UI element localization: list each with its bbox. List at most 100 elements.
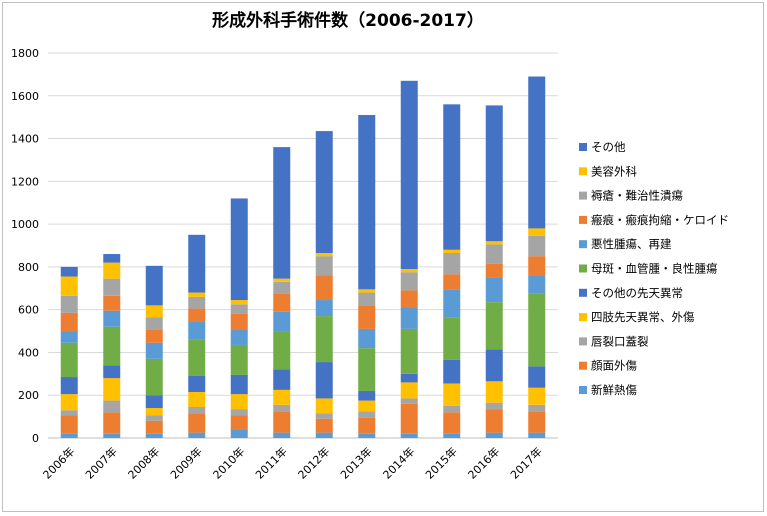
bar-segment (443, 383, 461, 406)
bar-segment (400, 403, 418, 434)
bar-segment (273, 411, 291, 433)
y-axis: 0 200 400 600 800 1000 1200 1400 1600 1800 (11, 47, 39, 445)
y-tick-label: 600 (18, 304, 39, 317)
bar-segment (315, 275, 333, 301)
bar-segment (400, 272, 418, 291)
bar-segment (230, 429, 248, 438)
bar-segment (315, 432, 333, 438)
bar-segment (60, 312, 78, 332)
bar-segment (145, 395, 163, 409)
bar-segment (273, 389, 291, 405)
bar-segment (315, 418, 333, 433)
x-tick-label: 2017年 (507, 444, 544, 481)
bar-segment (400, 433, 418, 438)
bar-segment (60, 410, 78, 416)
legend-label: 美容外科 (591, 164, 637, 178)
legend-swatch (579, 264, 587, 273)
bar-segment (528, 256, 546, 276)
bar-segment (485, 402, 503, 410)
legend-item: 悪性腫瘍、再建 (579, 237, 672, 251)
bar-segment (443, 317, 461, 360)
bar-segment (358, 289, 376, 293)
y-tick-label: 1600 (11, 90, 39, 103)
y-tick-label: 400 (18, 346, 39, 359)
bar-segment (188, 432, 206, 438)
bar-segment (188, 339, 206, 376)
bar-segment (273, 311, 291, 332)
bar-segment (60, 342, 78, 378)
legend-item: 唇裂口蓋裂 (579, 334, 649, 348)
bar-segment (60, 266, 78, 277)
bar-segment (145, 408, 163, 416)
bar-segment (230, 374, 248, 395)
bar-segment (443, 433, 461, 438)
legend-item: 四肢先天異常、外傷 (579, 310, 695, 324)
bar-segment (230, 304, 248, 314)
bar-segment (528, 293, 546, 367)
legend-label: 褥瘡・難治性潰瘍 (591, 189, 683, 203)
bar-segment (103, 412, 121, 434)
legend: その他美容外科褥瘡・難治性潰瘍瘢痕・瘢痕拘縮・ケロイド悪性腫瘍、再建母斑・血管腫… (579, 140, 729, 397)
legend-swatch (579, 361, 587, 370)
legend-label: その他の先天異常 (591, 286, 683, 300)
x-tick-label: 2006年 (40, 444, 77, 481)
legend-label: 新鮮熱傷 (591, 383, 637, 397)
bar-segment (400, 328, 418, 374)
y-tick-label: 200 (18, 389, 39, 402)
bar-segment (358, 433, 376, 438)
bar-segment (145, 305, 163, 318)
bar-segment (485, 241, 503, 245)
bar-segment (188, 392, 206, 407)
x-tick-label: 2012年 (295, 444, 332, 481)
x-tick-label: 2008年 (125, 444, 162, 481)
bar-segment (315, 252, 333, 257)
bar-segment (188, 375, 206, 393)
bar-segment (485, 105, 503, 242)
legend-item: その他 (579, 140, 626, 154)
bar-segment (443, 289, 461, 318)
legend-swatch (579, 337, 587, 346)
bar-segment (103, 433, 121, 438)
bar-segment (103, 295, 121, 311)
bar-segment (400, 382, 418, 399)
bar-segment (315, 300, 333, 317)
x-axis: 2006年 2007年 2008年 2009年 2010年 2011年 2012年 2013年… (40, 444, 545, 481)
bar-segment (188, 292, 206, 297)
bar-segment (400, 373, 418, 383)
legend-swatch (579, 143, 587, 151)
bar-segment (103, 278, 121, 296)
bar-segment (358, 328, 376, 349)
bar-segment (188, 308, 206, 322)
bar-segment (273, 293, 291, 312)
bar-segment (443, 412, 461, 434)
legend-swatch (579, 386, 587, 394)
x-tick-label: 2014年 (380, 444, 417, 481)
bar-segment (188, 406, 206, 414)
bar-segment (358, 305, 376, 329)
bar-segment (188, 296, 206, 309)
bar-segment (230, 409, 248, 416)
bar-segment (358, 390, 376, 401)
bar-segment (485, 277, 503, 303)
bar-segment (400, 290, 418, 308)
y-tick-label: 1400 (11, 133, 39, 146)
x-tick-label: 2011年 (252, 444, 289, 481)
bar-segment (60, 433, 78, 438)
y-tick-label: 800 (18, 261, 39, 274)
bar-segment (230, 344, 248, 375)
x-tick-label: 2016年 (465, 444, 502, 481)
bar-segment (145, 420, 163, 434)
bar-segment (60, 331, 78, 343)
x-tick-label: 2009年 (167, 444, 204, 481)
bar-segment (528, 228, 546, 236)
bar-segment (273, 432, 291, 438)
bar-segment (103, 326, 121, 366)
bar-segment (443, 274, 461, 290)
bar-segment (103, 378, 121, 401)
legend-item: その他の先天異常 (579, 286, 683, 300)
legend-item: 美容外科 (579, 164, 637, 178)
bar-segment (145, 342, 163, 359)
bar-segment (485, 244, 503, 264)
